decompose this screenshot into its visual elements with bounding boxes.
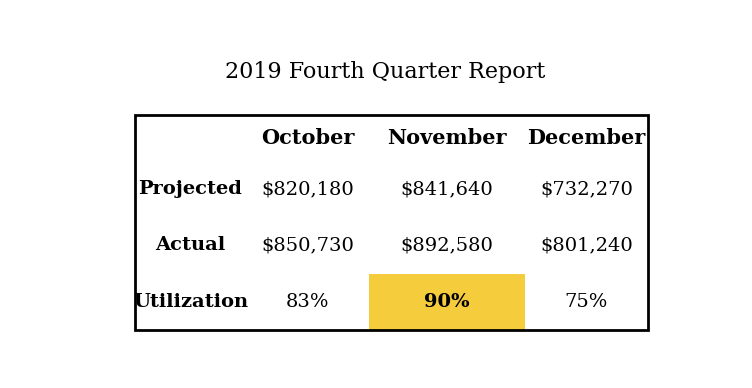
Text: $801,240: $801,240 (540, 236, 632, 255)
Bar (369, 274, 525, 330)
Text: Projected: Projected (138, 180, 242, 198)
Text: December: December (527, 128, 645, 148)
Text: $820,180: $820,180 (261, 180, 354, 198)
Text: $892,580: $892,580 (401, 236, 493, 255)
Text: Utilization: Utilization (133, 293, 248, 311)
Text: Actual: Actual (156, 236, 226, 255)
Text: $732,270: $732,270 (540, 180, 632, 198)
Text: November: November (387, 128, 507, 148)
Text: 83%: 83% (286, 293, 329, 311)
Text: $841,640: $841,640 (401, 180, 493, 198)
Text: 90%: 90% (424, 293, 470, 311)
Bar (135, 115, 647, 331)
Text: $850,730: $850,730 (261, 236, 354, 255)
Text: 2019 Fourth Quarter Report: 2019 Fourth Quarter Report (225, 61, 546, 83)
Text: 75%: 75% (565, 293, 608, 311)
Text: October: October (261, 128, 354, 148)
